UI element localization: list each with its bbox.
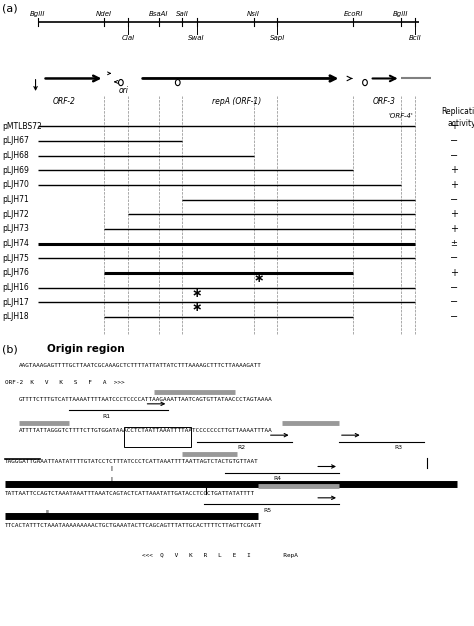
Text: +: + xyxy=(450,121,457,131)
Text: II: II xyxy=(46,510,49,516)
Text: SwaI: SwaI xyxy=(188,35,205,41)
Text: R3: R3 xyxy=(394,445,402,450)
Text: pLJH69: pLJH69 xyxy=(2,166,29,175)
Text: ORF-2  K   V   K   S   F   A  >>>: ORF-2 K V K S F A >>> xyxy=(5,379,124,384)
Text: ∗: ∗ xyxy=(253,272,264,285)
Text: ori: ori xyxy=(118,86,128,95)
Text: R1: R1 xyxy=(102,414,111,419)
Text: −: − xyxy=(449,254,458,264)
Text: repA (ORF-1): repA (ORF-1) xyxy=(212,97,262,106)
Text: SapI: SapI xyxy=(270,35,285,41)
Text: +: + xyxy=(450,209,457,219)
Text: pLJH67: pLJH67 xyxy=(2,136,29,145)
Text: ∗: ∗ xyxy=(191,287,202,300)
Text: +: + xyxy=(450,268,457,278)
Text: pLJH75: pLJH75 xyxy=(2,254,29,263)
Text: I: I xyxy=(110,477,112,483)
Text: pLJH16: pLJH16 xyxy=(2,283,29,292)
Text: SalI: SalI xyxy=(176,11,189,17)
Text: TTCACTATTTCTAAATAAAAAAAAACTGCTGAAATACTTCAGCAGTTTATTGCACTTTTCTTAGTTCGATT: TTCACTATTTCTAAATAAAAAAAAACTGCTGAAATACTTC… xyxy=(5,523,262,528)
Text: (a): (a) xyxy=(2,3,18,13)
Text: pLJH18: pLJH18 xyxy=(2,312,29,321)
Text: R4: R4 xyxy=(273,476,281,481)
Text: −: − xyxy=(449,195,458,205)
Text: NsiI: NsiI xyxy=(247,11,260,17)
Text: +: + xyxy=(450,224,457,234)
Text: pLJH76: pLJH76 xyxy=(2,269,29,277)
Text: BglII: BglII xyxy=(393,11,408,17)
Ellipse shape xyxy=(363,80,367,86)
Text: ClaI: ClaI xyxy=(121,35,135,41)
Text: NdeI: NdeI xyxy=(96,11,112,17)
Text: ±: ± xyxy=(450,239,457,248)
Text: ∗: ∗ xyxy=(191,301,202,314)
Ellipse shape xyxy=(118,80,123,86)
Text: R2: R2 xyxy=(237,445,246,450)
Text: <<<  Q   V   K   R   L   E   I         RepA: <<< Q V K R L E I RepA xyxy=(142,553,298,558)
Text: −: − xyxy=(449,136,458,146)
Text: AAGTAAAGAGTTTTGCTTAATCGCAAAGCTCTTTTATTATTATCTTTAAAAGCTTTCTTAAAAGATT: AAGTAAAGAGTTTTGCTTAATCGCAAAGCTCTTTTATTAT… xyxy=(19,362,262,367)
Text: BsaAI: BsaAI xyxy=(149,11,169,17)
Text: TATTAATTCCAGTCTAAATAAATTTAAATCAGTACTCATTAAATATTGATACCTCCCTGATTATATTTT: TATTAATTCCAGTCTAAATAAATTTAAATCAGTACTCATT… xyxy=(5,491,255,496)
Text: GTTTTCTTTGTCATTAAAATTTTAATCCCTCCCCATTAAGAAATTAATCAGTGTTATAACCCTAGTAAAA: GTTTTCTTTGTCATTAAAATTTTAATCCCTCCCCATTAAG… xyxy=(19,397,273,402)
Text: −: − xyxy=(449,297,458,307)
Text: EcoRI: EcoRI xyxy=(343,11,363,17)
Text: BglII: BglII xyxy=(30,11,46,17)
Text: ORF-2: ORF-2 xyxy=(53,97,75,106)
Text: 'ORF-4': 'ORF-4' xyxy=(388,113,413,118)
Text: −: − xyxy=(449,282,458,292)
Text: (b): (b) xyxy=(2,344,18,354)
Text: pLJH72: pLJH72 xyxy=(2,210,29,218)
Text: Origin region: Origin region xyxy=(47,344,125,354)
Text: ATTTTATTAGGGTCTTTTCTTGTGGATAAACCTCTAATTAAATTTTAATCCCCCCCTTGTTAAAATTTAA: ATTTTATTAGGGTCTTTTCTTGTGGATAAACCTCTAATTA… xyxy=(19,428,273,433)
Text: ORF-3: ORF-3 xyxy=(373,97,395,106)
Text: −: − xyxy=(449,312,458,322)
Text: TAGGGATTGAAATTAATATTTTGTATCCTCTTTATCCCTCATTAAATTTTAATTAGTCTACTGTGTTAAT: TAGGGATTGAAATTAATATTTTGTATCCTCTTTATCCCTC… xyxy=(5,459,258,464)
Text: I: I xyxy=(110,466,112,473)
Text: pLJH71: pLJH71 xyxy=(2,195,29,204)
Text: BclI: BclI xyxy=(409,35,421,41)
Text: pLJH74: pLJH74 xyxy=(2,239,29,248)
Text: Replication
activity: Replication activity xyxy=(441,108,474,128)
Ellipse shape xyxy=(175,80,180,86)
Text: +: + xyxy=(450,165,457,175)
Text: pMTLBS72: pMTLBS72 xyxy=(2,121,42,131)
Text: pLJH68: pLJH68 xyxy=(2,151,29,160)
Text: pLJH17: pLJH17 xyxy=(2,298,29,307)
Text: +: + xyxy=(450,180,457,190)
Text: −: − xyxy=(449,151,458,161)
Text: pLJH70: pLJH70 xyxy=(2,180,29,190)
Text: R5: R5 xyxy=(264,508,272,513)
Text: pLJH73: pLJH73 xyxy=(2,225,29,233)
